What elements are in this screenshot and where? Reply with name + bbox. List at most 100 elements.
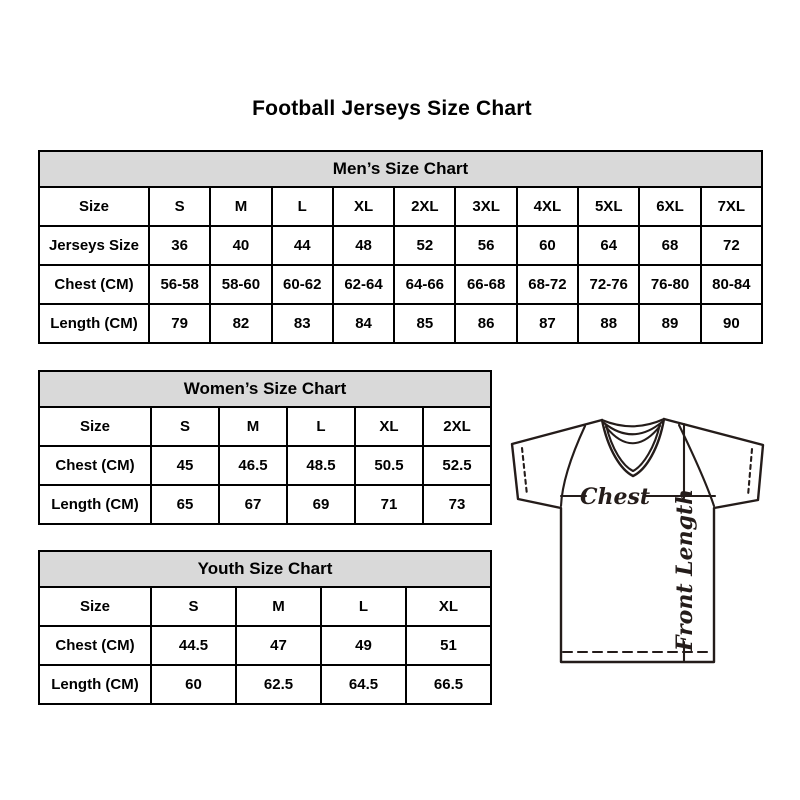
table-cell: 60 <box>515 225 580 266</box>
jersey-measurement-diagram: Chest Front Length <box>510 417 765 664</box>
table-row: Length (CM) 65 67 69 71 73 <box>38 484 492 525</box>
table-cell: 66.5 <box>405 664 492 705</box>
column-header: Size <box>38 406 152 447</box>
column-header: M <box>218 406 288 447</box>
table-cell: 72 <box>699 225 764 266</box>
table-cell: 62-64 <box>331 264 396 305</box>
front-length-label: Front Length <box>672 489 698 652</box>
table-cell: 60-62 <box>270 264 334 305</box>
table-cell: 50.5 <box>354 445 424 486</box>
table-cell: 52.5 <box>422 445 492 486</box>
table-cell: 68-72 <box>515 264 580 305</box>
column-header: 6XL <box>638 186 702 227</box>
table-cell: 56-58 <box>147 264 212 305</box>
table-row: Chest (CM) 45 46.5 48.5 50.5 52.5 <box>38 445 492 486</box>
table-cell: 71 <box>354 484 424 525</box>
table-cell: 73 <box>422 484 492 525</box>
column-header: 2XL <box>422 406 492 447</box>
row-label: Chest (CM) <box>38 625 152 666</box>
table-cell: 84 <box>331 303 396 344</box>
table-cell: 60 <box>150 664 237 705</box>
column-header-row: Size S M L XL <box>38 586 492 627</box>
table-cell: 85 <box>393 303 457 344</box>
row-label: Length (CM) <box>38 664 152 705</box>
table-cell: 44.5 <box>150 625 237 666</box>
column-header-row: Size S M L XL 2XL <box>38 406 492 447</box>
table-cell: 65 <box>150 484 220 525</box>
table-cell: 64.5 <box>320 664 407 705</box>
row-label: Length (CM) <box>38 303 150 344</box>
table-cell: 83 <box>270 303 334 344</box>
column-header: L <box>270 186 334 227</box>
table-row: Chest (CM) 44.5 47 49 51 <box>38 625 492 666</box>
table-cell: 66-68 <box>454 264 518 305</box>
column-header: 7XL <box>699 186 764 227</box>
mens-size-table: Men’s Size Chart Size S M L XL 2XL 3XL 4XL 5XL 6XL… <box>38 150 764 344</box>
vneck-outer-line <box>600 417 666 478</box>
table-cell: 45 <box>150 445 220 486</box>
table-cell: 48 <box>331 225 396 266</box>
table-cell: 44 <box>270 225 334 266</box>
womens-size-table: Women’s Size Chart Size S M L XL 2XL Chest (CM)… <box>38 370 492 525</box>
table-cell: 80-84 <box>699 264 764 305</box>
column-header: S <box>150 586 237 627</box>
jersey-outline <box>510 417 765 664</box>
column-header: M <box>209 186 273 227</box>
table-cell: 72-76 <box>577 264 641 305</box>
table-row: Jerseys Size 36 40 44 48 52 56 60 64 68 72 <box>38 225 764 266</box>
table-row: Chest (CM) 56-58 58-60 60-62 62-64 64-66 66-68… <box>38 264 764 305</box>
table-cell: 69 <box>286 484 356 525</box>
table-cell: 40 <box>209 225 273 266</box>
column-header: 2XL <box>393 186 457 227</box>
table-cell: 90 <box>699 303 764 344</box>
column-header: 5XL <box>577 186 641 227</box>
row-label: Jerseys Size <box>38 225 150 266</box>
table-cell: 52 <box>393 225 457 266</box>
column-header: XL <box>331 186 396 227</box>
table-cell: 88 <box>577 303 641 344</box>
table-cell: 86 <box>454 303 518 344</box>
column-header: L <box>286 406 356 447</box>
table-cell: 62.5 <box>235 664 322 705</box>
table-title: Men’s Size Chart <box>38 150 763 188</box>
column-header: L <box>320 586 407 627</box>
column-header: S <box>150 406 220 447</box>
table-cell: 68 <box>638 225 702 266</box>
table-cell: 58-60 <box>209 264 273 305</box>
table-cell: 67 <box>218 484 288 525</box>
column-header-row: Size S M L XL 2XL 3XL 4XL 5XL 6XL 7XL <box>38 186 764 227</box>
row-label: Length (CM) <box>38 484 152 525</box>
column-header: Size <box>38 186 150 227</box>
column-header: 3XL <box>454 186 518 227</box>
table-cell: 64 <box>577 225 641 266</box>
column-header: XL <box>354 406 424 447</box>
chest-label: Chest <box>580 484 650 510</box>
table-cell: 82 <box>209 303 273 344</box>
table-cell: 49 <box>320 625 407 666</box>
table-cell: 51 <box>405 625 492 666</box>
table-cell: 87 <box>515 303 580 344</box>
table-cell: 46.5 <box>218 445 288 486</box>
cuff-dashed-line-left <box>520 446 529 497</box>
column-header: 4XL <box>515 186 580 227</box>
table-row: Length (CM) 60 62.5 64.5 66.5 <box>38 664 492 705</box>
table-title: Youth Size Chart <box>38 550 492 588</box>
table-cell: 76-80 <box>638 264 702 305</box>
table-row: Length (CM) 79 82 83 84 85 86 87 88 89 90 <box>38 303 764 344</box>
column-header: XL <box>405 586 492 627</box>
youth-size-table: Youth Size Chart Size S M L XL Chest (CM) 44.5 4… <box>38 550 492 705</box>
cuff-dashed-line-right <box>746 447 754 498</box>
row-label: Chest (CM) <box>38 445 152 486</box>
table-cell: 89 <box>638 303 702 344</box>
column-header: M <box>235 586 322 627</box>
table-title: Women’s Size Chart <box>38 370 492 408</box>
table-cell: 79 <box>147 303 212 344</box>
table-cell: 36 <box>147 225 212 266</box>
page-title: Football Jerseys Size Chart <box>252 97 532 120</box>
collar-seam-1 <box>602 420 664 436</box>
vneck-inner-line <box>604 422 662 473</box>
table-cell: 48.5 <box>286 445 356 486</box>
table-cell: 56 <box>454 225 518 266</box>
column-header: S <box>147 186 212 227</box>
